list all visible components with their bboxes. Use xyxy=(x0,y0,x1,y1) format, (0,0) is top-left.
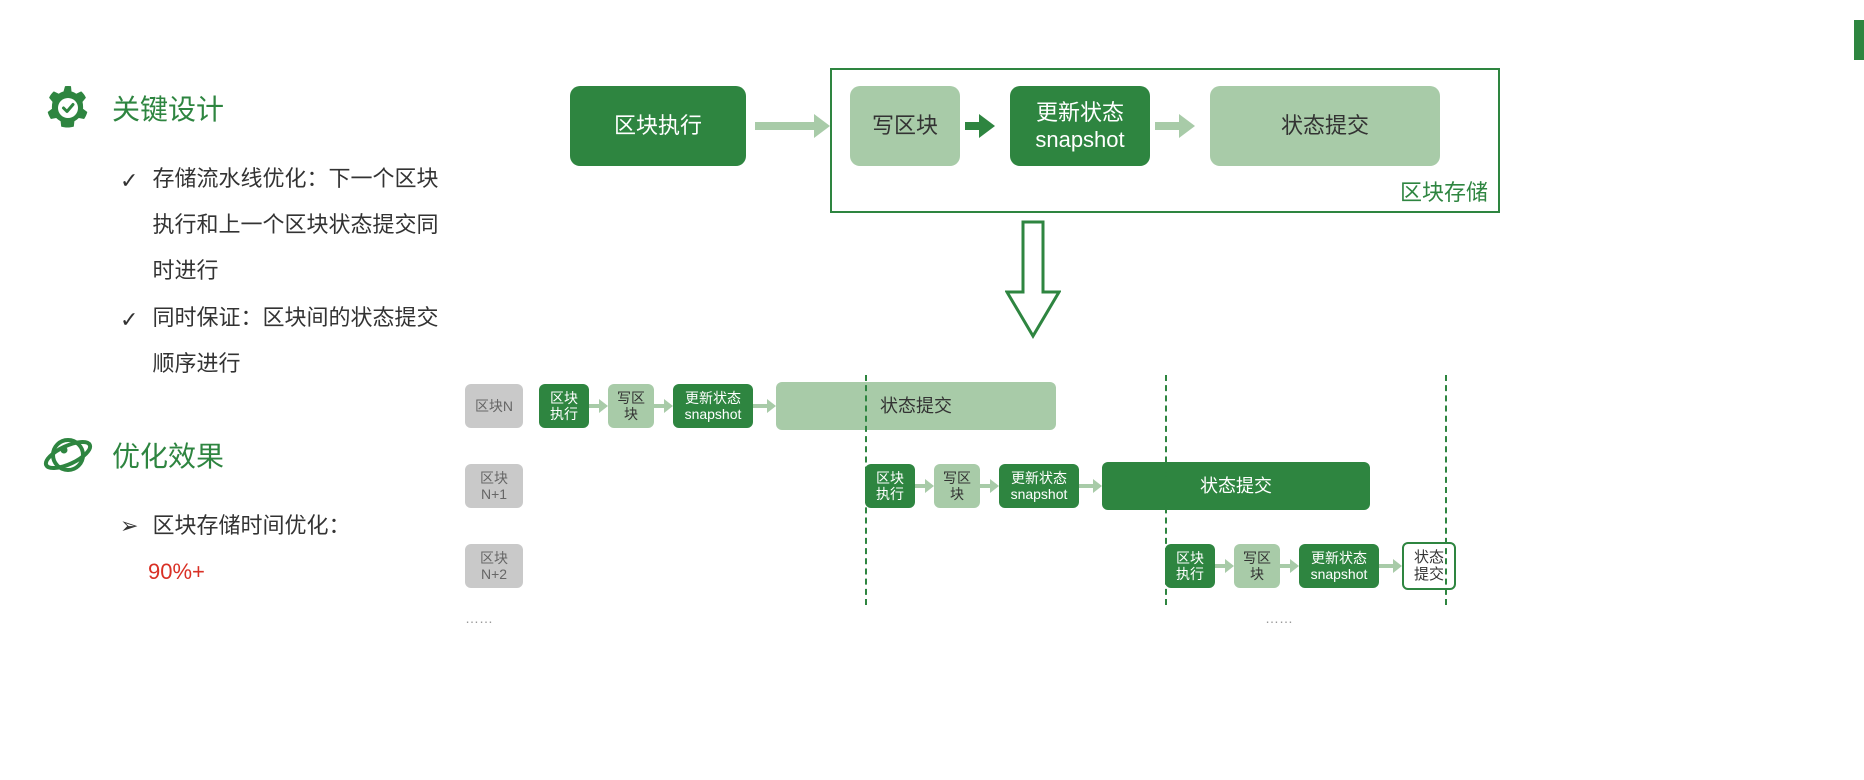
small-arrow-icon xyxy=(980,479,999,493)
section2-title: 优化效果 xyxy=(112,435,224,475)
ellipsis: …… xyxy=(465,610,493,626)
highlight-text: 90%+ xyxy=(120,549,460,595)
small-arrow-icon xyxy=(1079,479,1102,493)
section1-header: 关键设计 xyxy=(40,80,460,136)
stage-chip: 更新状态 snapshot xyxy=(673,384,753,428)
stage-chip: 更新状态 snapshot xyxy=(1299,544,1379,588)
pipeline-row: 区块N 区块 执行写区 块更新状态 snapshot 状态提交 xyxy=(465,380,1056,432)
flow-node-commit: 状态提交 xyxy=(1210,86,1440,166)
storage-frame-label: 区块存储 xyxy=(1400,175,1488,207)
row-label-chip: 区块 N+1 xyxy=(465,464,523,508)
bullet-item: ✓ 存储流水线优化：下一个区块执行和上一个区块状态提交同时进行 xyxy=(120,156,460,295)
small-arrow-icon xyxy=(1280,559,1299,573)
dash-line xyxy=(865,375,867,605)
small-arrow-icon xyxy=(589,399,608,413)
chevron-icon: ➢ xyxy=(120,503,138,549)
flow-node-exec: 区块执行 xyxy=(570,86,746,166)
section2-header: 优化效果 xyxy=(40,427,460,483)
section2-content: ➢ 区块存储时间优化： 90%+ xyxy=(40,503,460,595)
flow-arrow xyxy=(965,122,995,130)
section1-title: 关键设计 xyxy=(112,88,224,128)
side-accent-bar xyxy=(1854,20,1864,60)
small-arrow-icon xyxy=(654,399,673,413)
small-arrow-icon xyxy=(1215,559,1234,573)
stage-chip: 区块 执行 xyxy=(1165,544,1215,588)
section1-bullets: ✓ 存储流水线优化：下一个区块执行和上一个区块状态提交同时进行 ✓ 同时保证：区… xyxy=(40,156,460,387)
dash-line xyxy=(1165,375,1167,605)
commit-chip: 状态提交 xyxy=(776,382,1056,430)
stage-chip: 区块 执行 xyxy=(865,464,915,508)
left-panel: 关键设计 ✓ 存储流水线优化：下一个区块执行和上一个区块状态提交同时进行 ✓ 同… xyxy=(40,80,460,595)
gear-check-icon xyxy=(40,80,96,136)
row-label-chip: 区块 N+2 xyxy=(465,544,523,588)
check-icon: ✓ xyxy=(120,156,138,204)
flow-arrow xyxy=(755,122,830,130)
check-icon: ✓ xyxy=(120,295,138,343)
pipeline-row: 区块 N+2 区块 执行写区 块更新状态 snapshot 状态 提交 xyxy=(465,540,1456,592)
ellipsis: …… xyxy=(1265,610,1293,626)
flow-node-snapshot: 更新状态 snapshot xyxy=(1010,86,1150,166)
commit-chip: 状态提交 xyxy=(1102,462,1370,510)
small-arrow-icon xyxy=(915,479,934,493)
bullet-text: 同时保证：区块间的状态提交顺序进行 xyxy=(152,295,460,387)
bullet-text: 存储流水线优化：下一个区块执行和上一个区块状态提交同时进行 xyxy=(152,156,460,295)
row-label-chip: 区块N xyxy=(465,384,523,428)
planet-icon xyxy=(40,427,96,483)
small-arrow-icon xyxy=(1379,559,1402,573)
stage-chip: 写区 块 xyxy=(608,384,654,428)
down-arrow-icon xyxy=(1005,220,1061,345)
flow-node-write: 写区块 xyxy=(850,86,960,166)
stage-chip: 区块 执行 xyxy=(539,384,589,428)
commit-chip: 状态 提交 xyxy=(1402,542,1456,590)
dash-line xyxy=(1445,375,1447,605)
stage-chip: 更新状态 snapshot xyxy=(999,464,1079,508)
small-arrow-icon xyxy=(753,399,776,413)
bullet-text: 区块存储时间优化： xyxy=(152,503,350,549)
flow-arrow xyxy=(1155,122,1195,130)
pipeline-row: 区块 N+1 区块 执行写区 块更新状态 snapshot 状态提交 xyxy=(465,460,1370,512)
bullet-item: ✓ 同时保证：区块间的状态提交顺序进行 xyxy=(120,295,460,387)
bullet-item: ➢ 区块存储时间优化： xyxy=(120,503,460,549)
stage-chip: 写区 块 xyxy=(934,464,980,508)
stage-chip: 写区 块 xyxy=(1234,544,1280,588)
